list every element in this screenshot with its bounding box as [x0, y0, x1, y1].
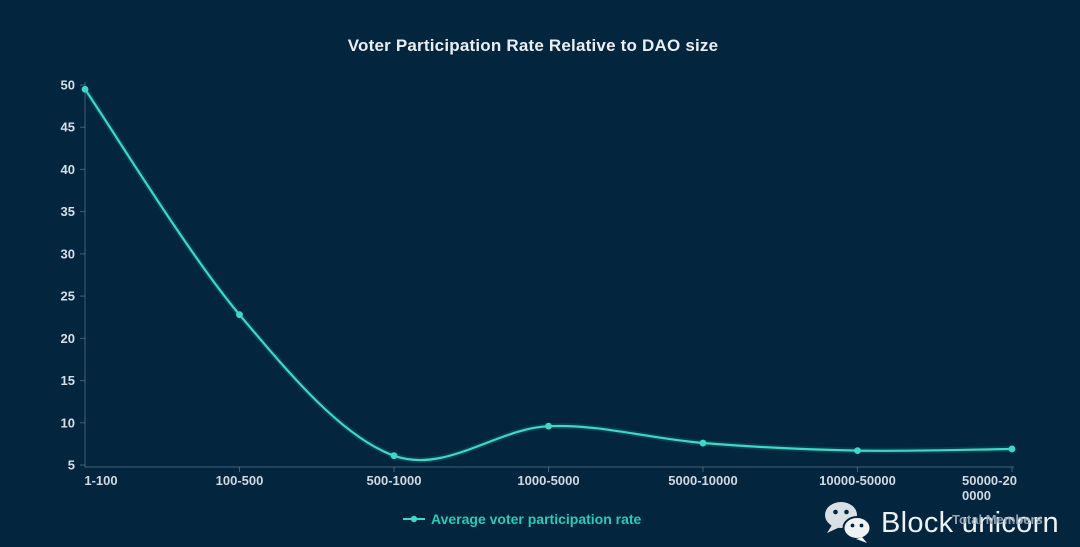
y-axis-tick-label: 25: [61, 289, 75, 304]
y-axis-tick-label: 30: [61, 246, 75, 261]
data-point[interactable]: [545, 422, 552, 430]
watermark-text: Block unicorn: [881, 506, 1059, 539]
y-axis-tick-label: 10: [61, 415, 75, 430]
y-axis-tick-label: 50: [61, 78, 75, 93]
data-point[interactable]: [390, 452, 398, 460]
series-line: [83, 88, 1014, 462]
y-axis-tick-label: 40: [61, 162, 75, 177]
data-point[interactable]: [699, 439, 707, 447]
chart-title: Voter Participation Rate Relative to DAO…: [347, 36, 719, 55]
x-axis-tick-label: 5000-10000: [668, 473, 737, 488]
x-axis-tick-label: 1000-5000: [517, 473, 579, 488]
data-point[interactable]: [854, 447, 861, 455]
x-axis-tick-label: 100-500: [216, 473, 264, 488]
legend-item-average-voter-participation-rate[interactable]: Average voter participation rate: [403, 511, 641, 527]
x-axis-name: Total Members: [952, 512, 1043, 527]
series-line-glow: [82, 86, 1015, 464]
y-axis-tick-label: 15: [61, 373, 75, 388]
data-point[interactable]: [236, 311, 243, 319]
y-axis-tick-label: 45: [61, 120, 75, 135]
x-axis-tick-label: 500-1000: [367, 473, 422, 488]
watermark: Block unicorn: [824, 501, 1059, 545]
legend-label: Average voter participation rate: [431, 511, 642, 527]
y-axis-tick-label: 35: [61, 204, 75, 219]
x-axis-tick-label: 1-100: [84, 473, 117, 488]
y-axis-tick-label: 5: [68, 458, 75, 473]
data-point[interactable]: [1008, 445, 1016, 453]
data-point[interactable]: [81, 85, 89, 93]
x-axis-tick-label: 10000-50000: [819, 473, 896, 488]
wechat-icon: [825, 502, 872, 543]
x-axis-tick-label: 50000-20 0000: [962, 473, 1017, 503]
legend-line-marker-icon: [403, 515, 425, 523]
y-axis-tick-label: 20: [61, 331, 75, 346]
